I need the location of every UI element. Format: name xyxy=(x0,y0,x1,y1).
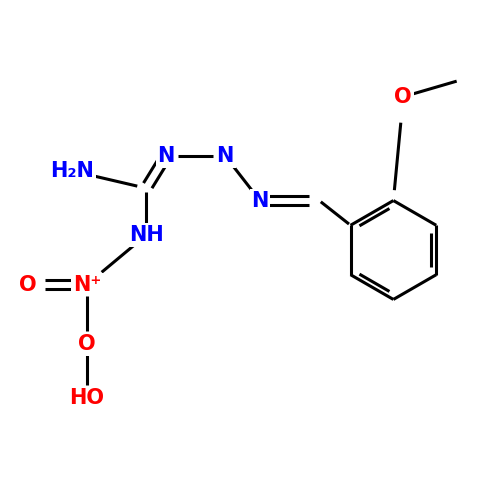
Text: O: O xyxy=(78,334,96,354)
Text: O: O xyxy=(18,274,36,294)
Text: N: N xyxy=(216,146,234,166)
Text: H₂N: H₂N xyxy=(50,161,94,181)
Text: O: O xyxy=(394,86,412,106)
Text: HO: HO xyxy=(70,388,104,408)
Text: N: N xyxy=(251,190,268,210)
Text: NH: NH xyxy=(129,225,164,245)
Text: N⁺: N⁺ xyxy=(72,274,101,294)
Text: N: N xyxy=(158,146,174,166)
